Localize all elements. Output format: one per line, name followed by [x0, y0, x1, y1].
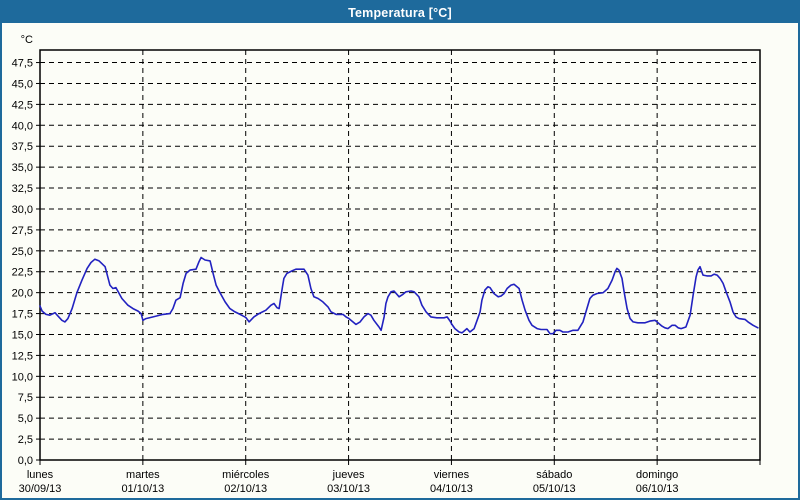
y-tick-label: 30,0: [12, 204, 33, 216]
y-tick-label: 12,5: [12, 350, 33, 362]
y-tick-label: 10,0: [12, 371, 33, 383]
y-tick-label: 40,0: [12, 120, 33, 132]
day-label: viernes: [434, 469, 470, 481]
day-label: domingo: [636, 469, 678, 481]
day-label: miércoles: [222, 469, 270, 481]
chart-canvas: 0,0 2,5 5,0 7,5 10,0 12,5 15,0 17,5 20,0 22,5 25,0…: [12, 34, 761, 495]
y-tick-label: 17,5: [12, 309, 33, 321]
y-tick-label: 47,5: [12, 58, 33, 70]
y-tick-label: 20,0: [12, 288, 33, 300]
day-label: jueves: [332, 469, 365, 481]
date-label: 01/10/13: [121, 483, 164, 495]
temperature-line: [39, 256, 759, 335]
window-title-bar: Temperatura [°C]: [2, 2, 798, 23]
y-tick-label: 37,5: [12, 141, 33, 153]
y-tick-label: 22,5: [12, 267, 33, 279]
date-label: 03/10/13: [327, 483, 370, 495]
y-tick-label: 7,5: [18, 392, 33, 404]
date-label: 02/10/13: [224, 483, 267, 495]
date-label: 04/10/13: [430, 483, 473, 495]
plot-border: [39, 49, 761, 461]
day-label: lunes: [27, 469, 54, 481]
date-label: 06/10/13: [636, 483, 679, 495]
y-tick-label: 35,0: [12, 162, 33, 174]
window-title: Temperatura [°C]: [348, 5, 452, 20]
y-tick-label: 0,0: [18, 455, 33, 467]
day-label: martes: [126, 469, 160, 481]
y-tick-label: 27,5: [12, 225, 33, 237]
date-label: 30/09/13: [19, 483, 62, 495]
y-tick-label: 32,5: [12, 183, 33, 195]
date-label: 05/10/13: [533, 483, 576, 495]
y-tick-label: 15,0: [12, 329, 33, 341]
y-axis-unit-label: °C: [21, 34, 33, 46]
y-tick-label: 2,5: [18, 434, 33, 446]
temperature-chart: 0,0 2,5 5,0 7,5 10,0 12,5 15,0 17,5 20,0 22,5 25,0…: [2, 23, 798, 498]
y-tick-label: 5,0: [18, 413, 33, 425]
y-tick-label: 45,0: [12, 78, 33, 90]
y-tick-label: 25,0: [12, 246, 33, 258]
day-label: sábado: [536, 469, 572, 481]
y-tick-label: 42,5: [12, 99, 33, 111]
